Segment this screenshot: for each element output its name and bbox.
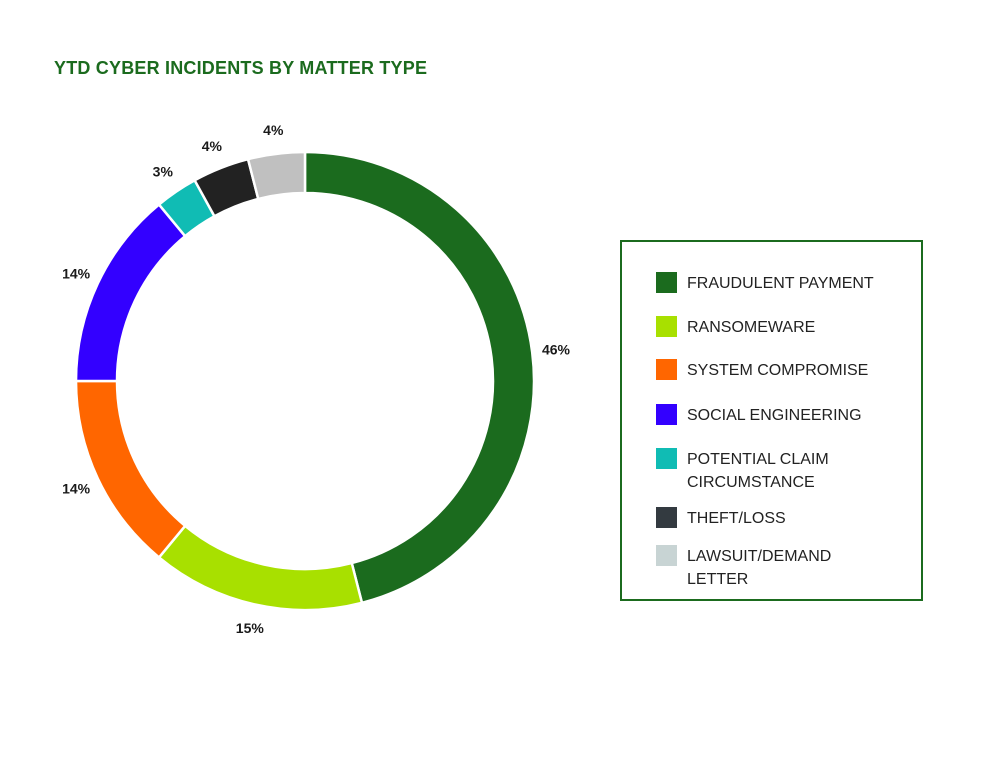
data-label-social-engineering: 14% bbox=[62, 265, 91, 281]
slice-social-engineering bbox=[74, 203, 187, 383]
data-label-lawsuit-demand-letter: 4% bbox=[263, 122, 284, 138]
data-label-system-compromise: 14% bbox=[62, 481, 91, 497]
slice-lawsuit-demand-letter bbox=[246, 150, 307, 201]
legend-item-lawsuit-demand-letter: LAWSUIT/DEMAND LETTER bbox=[656, 545, 887, 591]
data-label-fraudulent-payment: 46% bbox=[542, 341, 571, 357]
legend-swatch bbox=[656, 545, 677, 566]
legend-item-fraudulent-payment: FRAUDULENT PAYMENT bbox=[656, 272, 887, 295]
legend-swatch bbox=[656, 359, 677, 380]
legend-label: POTENTIAL CLAIM CIRCUMSTANCE bbox=[687, 451, 829, 491]
slice-ransomeware bbox=[157, 524, 364, 612]
legend-swatch bbox=[656, 507, 677, 528]
legend-item-potential-claim-circumstance: POTENTIAL CLAIM CIRCUMSTANCE bbox=[656, 448, 887, 494]
legend-swatch bbox=[656, 272, 677, 293]
legend-label: FRAUDULENT PAYMENT bbox=[687, 275, 874, 292]
legend-label: LAWSUIT/DEMAND LETTER bbox=[687, 548, 832, 588]
data-label-ransomeware: 15% bbox=[236, 620, 265, 636]
legend-label: SOCIAL ENGINEERING bbox=[687, 407, 862, 424]
chart-title: YTD CYBER INCIDENTS BY MATTER TYPE bbox=[54, 58, 428, 78]
data-label-potential-claim-circumstance: 3% bbox=[153, 164, 174, 180]
legend-label: THEFT/LOSS bbox=[687, 510, 786, 527]
data-label-theft-loss: 4% bbox=[202, 138, 223, 154]
chart-legend: FRAUDULENT PAYMENT RANSOMEWARE SYSTEM CO… bbox=[620, 240, 923, 601]
legend-item-system-compromise: SYSTEM COMPROMISE bbox=[656, 359, 887, 382]
slice-fraudulent-payment bbox=[303, 150, 536, 605]
donut-chart: 46% 15% 14% 14% 3% 4% 4% bbox=[62, 122, 571, 636]
slice-system-compromise bbox=[74, 379, 187, 559]
legend-item-ransomeware: RANSOMEWARE bbox=[656, 316, 887, 339]
legend-label: SYSTEM COMPROMISE bbox=[687, 362, 869, 379]
legend-swatch bbox=[656, 448, 677, 469]
legend-label: RANSOMEWARE bbox=[687, 319, 816, 336]
legend-item-social-engineering: SOCIAL ENGINEERING bbox=[656, 404, 887, 427]
legend-swatch bbox=[656, 316, 677, 337]
legend-swatch bbox=[656, 404, 677, 425]
legend-item-theft-loss: THEFT/LOSS bbox=[656, 507, 887, 530]
